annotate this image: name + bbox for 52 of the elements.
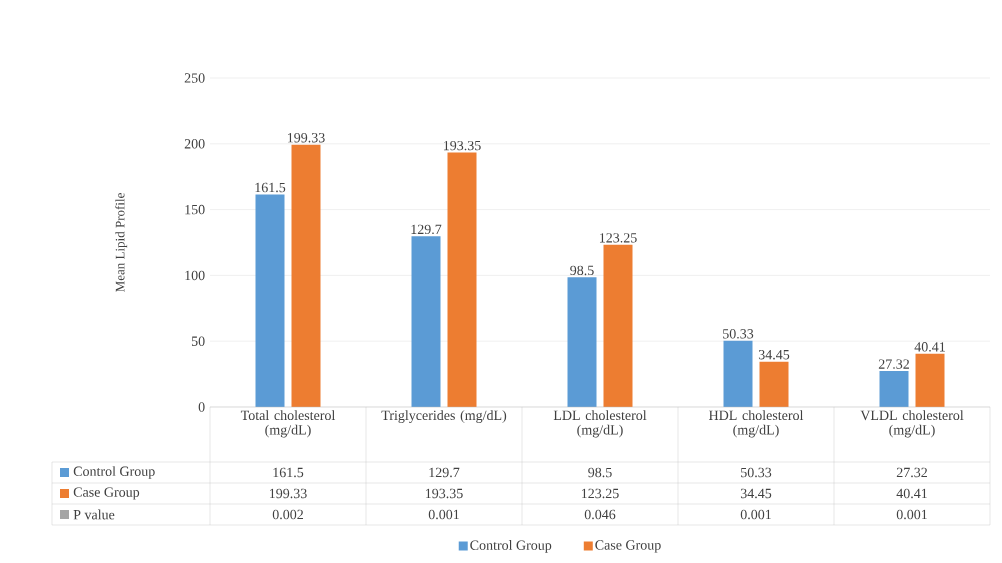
data-label: 98.5 [588, 467, 612, 478]
data-label: 0.001 [896, 509, 927, 520]
data-label: 40.41 [896, 488, 927, 499]
data-label: 161.5 [273, 467, 304, 478]
text: 129.7 [411, 224, 442, 235]
bar [915, 353, 945, 407]
y-tick-label: 100 [185, 270, 205, 281]
bar [879, 371, 909, 407]
x-tick-label: LDL cholesterol (mg/dL) [553, 410, 647, 438]
text: 34.45 [758, 350, 790, 360]
x-tick-label: Triglycerides (mg/dL) [381, 410, 507, 423]
y-tick-label: 250 [184, 73, 205, 83]
bar [723, 340, 753, 407]
data-label: 0.002 [272, 509, 303, 520]
text: 40.41 [914, 342, 945, 352]
data-label: 0.046 [584, 509, 616, 520]
data-label: 193.35 [425, 488, 463, 499]
bar [603, 244, 633, 407]
data-label: 0.001 [740, 509, 771, 520]
data-label: 0.001 [428, 509, 459, 520]
text: 193.35 [443, 140, 481, 151]
data-label: 27.32 [896, 467, 927, 478]
bar [567, 277, 597, 407]
y-axis-title: Mean Lipid Profile [115, 193, 128, 292]
x-tick-label: Total cholesterol (mg/dL) [240, 410, 336, 438]
legend-label: P value [73, 509, 115, 520]
bar [759, 361, 789, 407]
legend-label: Case Group [595, 540, 661, 553]
x-tick-label: HDL cholesterol (mg/dL) [708, 410, 804, 438]
data-label: 34.45 [740, 488, 772, 499]
text: 161.5 [255, 182, 286, 193]
text: Control Group [470, 540, 552, 553]
bar [447, 152, 477, 407]
data-label: 199.33 [269, 488, 307, 499]
text: 98.5 [570, 265, 594, 276]
bar [411, 236, 441, 407]
bar [291, 144, 321, 407]
text: 50.33 [723, 329, 754, 339]
y-tick-label: 50 [191, 336, 205, 346]
x-tick-label: VLDL cholesterol (mg/dL) [860, 410, 964, 438]
data-label: 50.33 [741, 467, 772, 478]
bar [255, 194, 285, 407]
text: 123.25 [599, 233, 637, 243]
y-tick-label: 150 [185, 204, 205, 215]
data-label: 123.25 [581, 488, 619, 499]
text: 199.33 [287, 133, 325, 143]
legend-label: Control Group [73, 466, 155, 479]
text: 27.32 [878, 359, 909, 369]
text: Case Group [73, 487, 140, 500]
y-tick-label: 200 [184, 139, 205, 149]
data-label: 129.7 [429, 467, 460, 478]
y-tick-label: 0 [198, 402, 205, 412]
